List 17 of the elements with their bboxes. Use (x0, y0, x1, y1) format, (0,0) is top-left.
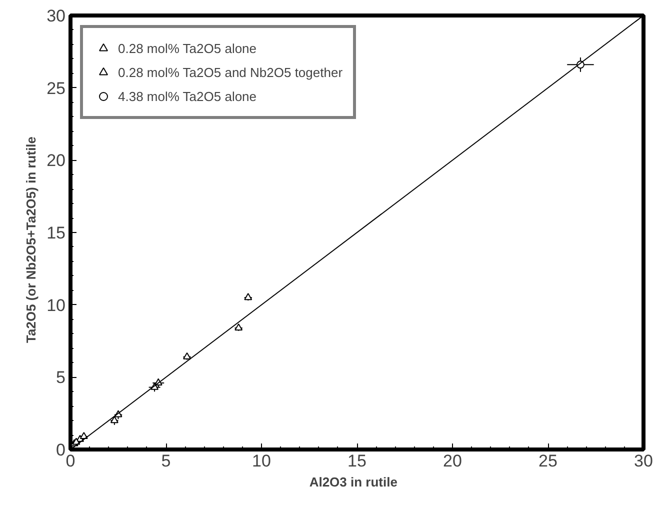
y-tick-label: 20 (46, 151, 66, 170)
y-axis-title: Ta2O5 (or Nb2O5+Ta2O5) in rutile (24, 136, 39, 343)
x-tick-label: 10 (252, 452, 271, 470)
legend-label: 0.28 mol% Ta2O5 and Nb2O5 together (118, 64, 343, 80)
y-tick-label: 30 (46, 6, 66, 26)
x-tick-label: 20 (443, 452, 462, 470)
y-tick-label: 5 (56, 368, 66, 388)
y-tick-label: 10 (46, 296, 66, 315)
y-tick-label: 25 (46, 78, 66, 98)
legend-label: 0.28 mol% Ta2O5 alone (118, 40, 257, 56)
legend-label: 4.38 mol% Ta2O5 alone (118, 88, 257, 104)
x-tick-label: 15 (348, 452, 366, 470)
x-tick-label: 25 (538, 452, 558, 470)
x-axis-title: Al2O3 in rutile (309, 474, 398, 490)
x-tick-label: 30 (634, 452, 653, 470)
x-tick-label: 5 (161, 452, 171, 470)
y-tick-label: 15 (46, 224, 66, 242)
